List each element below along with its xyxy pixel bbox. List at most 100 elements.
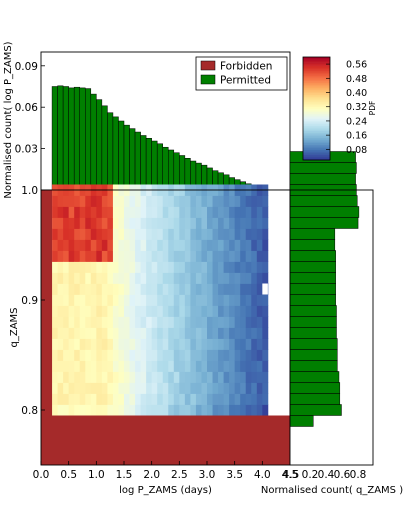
- heatmap-cell: [68, 283, 75, 295]
- heatmap-cell: [96, 404, 103, 416]
- heatmap-cell: [218, 305, 224, 317]
- colorbar-segment: [303, 96, 330, 99]
- heatmap-cell: [74, 316, 81, 328]
- heatmap-cell: [135, 272, 141, 284]
- heatmap-cell: [256, 382, 263, 394]
- heatmap-cell: [245, 393, 252, 405]
- heatmap-cell: [124, 349, 130, 361]
- heatmap-cell: [101, 261, 108, 273]
- heatmap-cell: [173, 283, 180, 295]
- heatmap-cell: [96, 360, 103, 372]
- heatmap-cell: [129, 228, 136, 240]
- heatmap-cell: [101, 360, 108, 372]
- heatmap-cell: [162, 195, 169, 207]
- heatmap-cell: [57, 228, 64, 240]
- heatmap-cell: [79, 382, 86, 394]
- heatmap-cell: [251, 371, 258, 383]
- heatmap-cell: [195, 272, 202, 284]
- heatmap-cell: [68, 250, 75, 262]
- heatmap-cell: [151, 382, 158, 394]
- heatmap-cell: [184, 261, 191, 273]
- heatmap-cell: [107, 305, 114, 317]
- right-hist-bar: [289, 338, 338, 350]
- heatmap-cell: [124, 195, 130, 207]
- heatmap-cell: [168, 316, 175, 328]
- heatmap-cell: [223, 250, 230, 262]
- heatmap-cell: [229, 283, 236, 295]
- heatmap-cell: [184, 272, 191, 284]
- heatmap-cell: [212, 228, 219, 240]
- heatmap-cell: [173, 382, 180, 394]
- heatmap-cell: [135, 393, 141, 405]
- heatmap-cell: [234, 250, 241, 262]
- colorbar-segment: [303, 87, 330, 90]
- heatmap-cell: [112, 294, 119, 306]
- heatmap-cell: [190, 393, 197, 405]
- heatmap-cell: [229, 272, 236, 284]
- heatmap-cell: [207, 272, 213, 284]
- heatmap-cell: [162, 349, 169, 361]
- right-histogram-panel: 4.5 0.2 0.4 0.6 0.8 Normalised count( q_ZAMS …: [261, 151, 403, 496]
- heatmap-cell: [151, 393, 158, 405]
- heatmap-cell: [190, 327, 197, 339]
- colorbar-segment: [303, 94, 330, 97]
- heatmap-cell: [101, 250, 108, 262]
- heatmap-cell: [74, 228, 81, 240]
- heatmap-cell: [118, 305, 125, 317]
- heatmap-cell: [74, 294, 81, 306]
- heatmap-cell: [162, 316, 169, 328]
- heatmap-cell: [262, 327, 269, 339]
- heatmap-cell: [201, 305, 208, 317]
- y-tick-label: 0.9: [21, 295, 38, 307]
- heatmap-cell: [146, 217, 153, 229]
- heatmap-cell: [157, 283, 164, 295]
- heatmap-cell: [135, 206, 141, 218]
- heatmap-cell: [146, 283, 153, 295]
- heatmap-cell: [190, 294, 197, 306]
- heatmap-cell: [140, 272, 147, 284]
- heatmap-cell: [184, 228, 191, 240]
- heatmap-cell: [57, 316, 64, 328]
- x-tick-label: 3.0: [199, 469, 216, 481]
- colorbar-segment: [303, 99, 330, 102]
- colorbar-segment: [303, 135, 330, 138]
- heatmap-cell: [85, 195, 92, 207]
- right-x-tick-label: 0.8: [350, 469, 367, 481]
- heatmap-cell: [201, 294, 208, 306]
- heatmap-cell: [173, 393, 180, 405]
- heatmap-cell: [74, 195, 81, 207]
- colorbar-gradient: [303, 57, 330, 161]
- heatmap-cell: [229, 393, 236, 405]
- heatmap-cell: [179, 305, 186, 317]
- heatmap-cell: [223, 228, 230, 240]
- heatmap-cell: [151, 261, 158, 273]
- heatmap-cell: [79, 206, 86, 218]
- heatmap-cell: [229, 195, 236, 207]
- heatmap-cell: [262, 305, 269, 317]
- heatmap-cell: [179, 228, 186, 240]
- heatmap-cell: [135, 382, 141, 394]
- heatmap-cell: [168, 360, 175, 372]
- heatmap-cell: [162, 327, 169, 339]
- heatmap-cell: [179, 272, 186, 284]
- heatmap-cell: [146, 393, 153, 405]
- heatmap-cell: [57, 349, 64, 361]
- top-hist-bar: [85, 88, 92, 191]
- heatmap-cell: [218, 206, 224, 218]
- heatmap-cell: [85, 404, 92, 416]
- heatmap-cell: [107, 404, 114, 416]
- heatmap-cell: [140, 294, 147, 306]
- heatmap-cell: [251, 404, 258, 416]
- heatmap-cell: [151, 338, 158, 350]
- heatmap-cell: [218, 371, 224, 383]
- heatmap-cell: [184, 371, 191, 383]
- heatmap-cell: [96, 382, 103, 394]
- heatmap-cell: [245, 239, 252, 251]
- heatmap-cell: [129, 305, 136, 317]
- heatmap-cell: [146, 360, 153, 372]
- heatmap-cell: [195, 338, 202, 350]
- heatmap-cell: [151, 316, 158, 328]
- heatmap-cell: [212, 382, 219, 394]
- heatmap-cell: [107, 217, 114, 229]
- heatmap-cell: [251, 382, 258, 394]
